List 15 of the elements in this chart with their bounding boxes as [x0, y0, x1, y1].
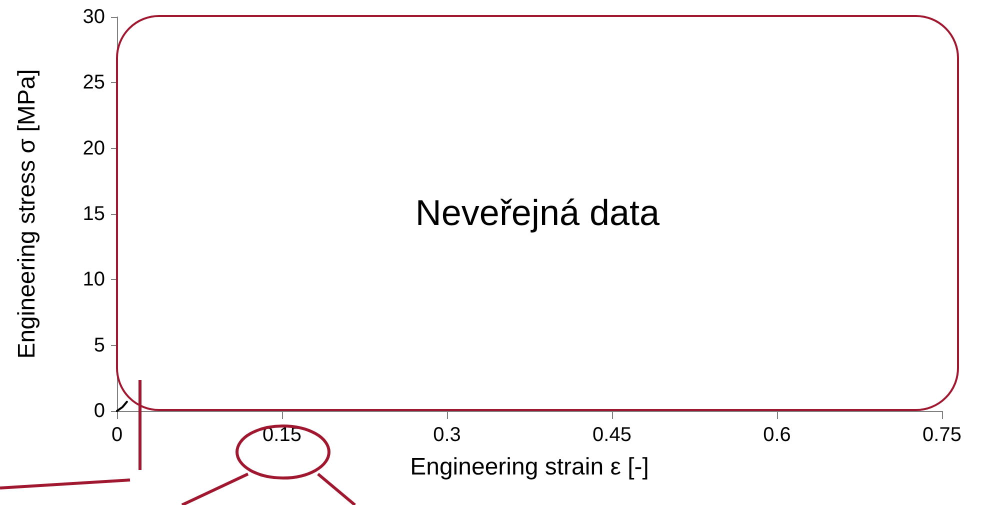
y-axis-title: Engineering stress σ [MPa]	[14, 69, 40, 359]
x-axis-title: Engineering strain ε [-]	[410, 454, 649, 480]
annotation: Neveřejná data	[415, 192, 660, 234]
x-tick-label: 0.45	[592, 424, 632, 446]
y-tick-label: 25	[82, 72, 105, 94]
y-tick-label: 20	[82, 137, 105, 160]
y-tick-label: 10	[82, 268, 105, 291]
x-tick-label: 0	[111, 424, 123, 446]
y-tick-label: 5	[94, 334, 105, 356]
x-tick-label: 0.3	[433, 424, 461, 446]
y-tick-label: 15	[82, 203, 105, 225]
x-tick-label: 0.75	[922, 424, 962, 446]
y-tick-label: 30	[82, 6, 105, 28]
y-tick-label: 0	[94, 400, 105, 422]
x-tick-label: 0.6	[763, 424, 791, 446]
